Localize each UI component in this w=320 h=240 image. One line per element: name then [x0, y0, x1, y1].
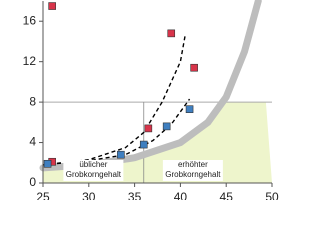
- annotation: üblicher Grobkorngehalt: [66, 160, 122, 179]
- x-tick-label: 30: [82, 190, 96, 200]
- y-tick-label: 4: [29, 135, 36, 149]
- marker: [185, 105, 194, 113]
- chart: 0 4 8 12 16 25 30 35 40 45 50 üblicher Grobkorngehal…: [23, 0, 279, 200]
- marker: [162, 122, 171, 131]
- y-tick-label: 12: [23, 54, 37, 68]
- x-tick-label: 35: [128, 190, 142, 200]
- marker: [43, 159, 52, 168]
- marker: [139, 140, 148, 149]
- y-tick-label: 16: [23, 13, 37, 27]
- marker: [167, 29, 176, 38]
- marker: [190, 63, 198, 72]
- x-tick-label: 40: [174, 190, 188, 200]
- x-tick-label: 45: [220, 190, 234, 200]
- marker: [117, 150, 125, 159]
- dashed-curve: [42, 36, 186, 166]
- y-tick-label: 0: [29, 175, 36, 189]
- y-tick-label: 8: [29, 94, 36, 108]
- annotation-box: [63, 160, 124, 181]
- x-tick-label: 25: [36, 190, 50, 200]
- x-tick-label: 50: [265, 190, 279, 200]
- annotation: erhöhter Grobkorngehalt: [165, 160, 221, 179]
- annotation-box: [162, 160, 223, 181]
- marker: [48, 2, 56, 10]
- marker: [144, 124, 153, 133]
